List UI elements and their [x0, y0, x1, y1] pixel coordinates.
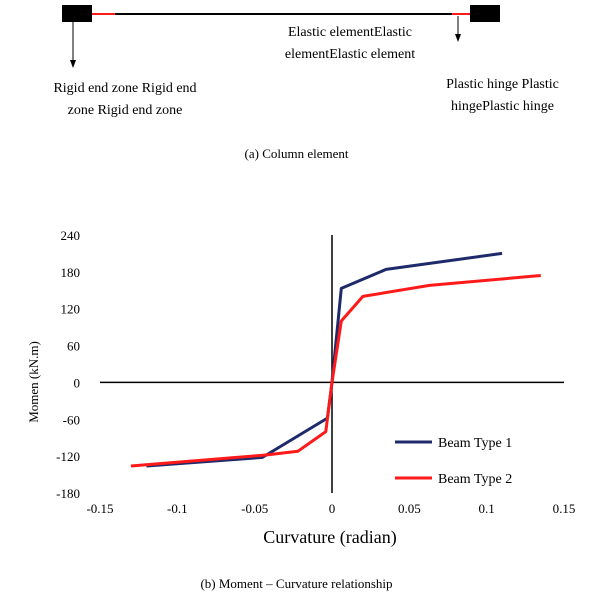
x-tick-label: -0.1	[167, 501, 188, 516]
column-element-svg	[62, 5, 500, 68]
chart-series	[130, 251, 541, 468]
rigid-label-line1: Rigid end zone Rigid end	[53, 81, 197, 96]
y-tick-label: -120	[56, 449, 80, 464]
x-tick-label: 0.1	[479, 501, 495, 516]
legend-label-2: Beam Type 2	[438, 472, 512, 487]
x-tick-label: -0.15	[86, 501, 113, 516]
y-tick-label: -180	[56, 486, 80, 501]
x-tick-label: 0	[329, 501, 336, 516]
column-element-diagram: Elastic elementElastic elementElastic el…	[0, 0, 593, 170]
moment-curvature-chart: -0.15 -0.1 -0.05 0 0.05 0.1 0.15 240 180 120 60 0 -6…	[26, 228, 575, 548]
elastic-element-label: Elastic elementElastic elementElastic el…	[250, 22, 450, 66]
x-tick-label: 0.05	[398, 501, 421, 516]
x-tick-label: -0.05	[241, 501, 268, 516]
elastic-label-line1: Elastic elementElastic	[287, 25, 412, 40]
plastic-label-line2: hingePlastic hinge	[450, 99, 555, 114]
left-pointer-arrow-head	[70, 60, 76, 68]
series-line-2	[130, 274, 541, 468]
y-tick-label: 0	[74, 375, 81, 390]
rigid-label-line2: zone Rigid end zone	[67, 103, 183, 118]
elastic-label-line2: elementElastic element	[284, 47, 416, 62]
right-pointer-arrow-head	[455, 34, 461, 42]
x-axis-label: Curvature (radian)	[263, 527, 396, 548]
y-tick-label: 180	[61, 265, 81, 280]
x-tick-label: 0.15	[553, 501, 576, 516]
y-tick-label: -60	[63, 412, 80, 427]
chart-tick-labels: -0.15 -0.1 -0.05 0 0.05 0.1 0.15 240 180 120 60 0 -6…	[56, 228, 575, 516]
left-end-block	[62, 5, 92, 22]
chart-axes	[100, 235, 564, 493]
legend-label-1: Beam Type 1	[438, 436, 512, 451]
caption-b: (b) Moment – Curvature relationship	[200, 576, 393, 591]
plastic-label-line1: Plastic hinge Plastic	[446, 77, 559, 92]
caption-a: (a) Column element	[244, 146, 349, 161]
y-axis-label: Momen (kN.m)	[26, 341, 41, 423]
y-tick-label: 60	[67, 339, 80, 354]
y-tick-label: 120	[61, 302, 81, 317]
plastic-hinge-label: Plastic hinge Plastic hingePlastic hinge	[420, 74, 585, 118]
y-tick-label: 240	[61, 228, 81, 243]
right-end-block	[470, 5, 500, 22]
chart-legend: Beam Type 1 Beam Type 2	[395, 436, 512, 487]
rigid-end-zone-label: Rigid end zone Rigid end zone Rigid end …	[20, 78, 230, 122]
